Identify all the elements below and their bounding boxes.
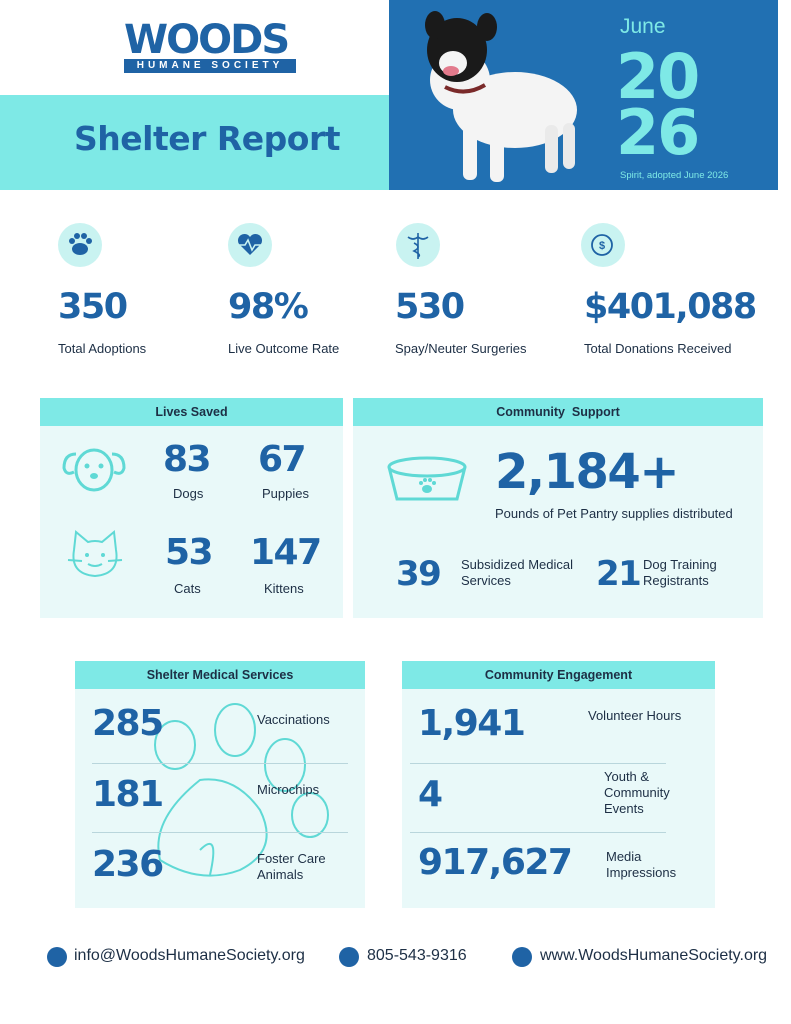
medical-panel: Shelter Medical Services [75, 661, 365, 908]
engagement-label: Volunteer Hours [588, 708, 682, 723]
medical-label: Vaccinations [257, 712, 330, 727]
engagement-label: Media Impressions [606, 849, 677, 880]
panel-title: Shelter Medical Services [75, 661, 365, 689]
stat-value: 350 [58, 287, 128, 327]
support-label: Subsidized Medical Services [461, 557, 574, 588]
svg-text:$: $ [599, 240, 605, 252]
medical-value: 285 [92, 703, 164, 744]
stat-label: Spay/Neuter Surgeries [395, 341, 527, 356]
photo-caption: Spirit, adopted June 2026 [620, 170, 729, 181]
title-band [0, 95, 390, 190]
donation-icon: $ [581, 223, 625, 267]
stat-value: 530 [395, 287, 465, 327]
phone-icon [339, 947, 359, 967]
headline-label: Pounds of Pet Pantry supplies distribute… [495, 506, 733, 521]
lives-label: Kittens [264, 581, 304, 596]
dog-icon [62, 448, 126, 492]
year-top: 20 [616, 40, 700, 113]
headline-value: 2,184+ [495, 444, 680, 500]
community-support-panel: Community Support [353, 398, 763, 618]
stat-value: $401,088 [584, 287, 757, 327]
web-icon [512, 947, 532, 967]
medical-value: 236 [92, 844, 164, 885]
medical-value: 181 [92, 774, 164, 815]
divider [410, 763, 666, 764]
medical-label: Foster Care Animals [257, 851, 326, 882]
email-icon [47, 947, 67, 967]
stat-label: Total Adoptions [58, 341, 147, 356]
year-bottom: 26 [616, 96, 700, 169]
logo-name: WOODS [124, 17, 290, 63]
engagement-value: 4 [418, 774, 443, 815]
caduceus-icon [396, 223, 440, 267]
lives-value: 83 [163, 439, 212, 480]
support-value: 39 [396, 554, 442, 594]
lives-value: 67 [258, 439, 307, 480]
email[interactable]: info@WoodsHumaneSociety.org [74, 947, 305, 964]
website[interactable]: www.WoodsHumaneSociety.org [540, 947, 768, 964]
panel-title: Community Support [353, 398, 763, 426]
logo-subtitle: HUMANE SOCIETY [124, 59, 296, 73]
bowl-icon [387, 456, 467, 501]
stat-label: Total Donations Received [584, 341, 732, 356]
heart-icon [228, 223, 272, 267]
paw-icon [58, 223, 102, 267]
lives-value: 147 [250, 532, 322, 573]
lives-label: Cats [174, 581, 201, 596]
paw-doodle [154, 703, 329, 877]
panel-title: Community Engagement [402, 661, 715, 689]
lives-label: Dogs [173, 486, 204, 501]
support-label: Dog Training Registrants [643, 557, 717, 588]
phone[interactable]: 805-543-9316 [367, 947, 467, 964]
medical-label: Microchips [257, 782, 320, 797]
engagement-label: Youth & Community Events [604, 769, 670, 816]
engagement-panel: Community Engagement [402, 661, 715, 908]
lives-value: 53 [165, 532, 214, 573]
stat-label: Live Outcome Rate [228, 341, 340, 356]
divider [410, 832, 666, 833]
engagement-value: 917,627 [418, 842, 573, 883]
cat-icon [67, 530, 123, 578]
report-title: Shelter Report [74, 119, 341, 158]
stat-value: 98% [228, 287, 309, 327]
engagement-value: 1,941 [418, 703, 526, 744]
divider [92, 832, 348, 833]
divider [92, 763, 348, 764]
support-value: 21 [596, 554, 642, 594]
panel-title: Lives Saved [40, 398, 343, 426]
month: June [620, 15, 666, 38]
dog-photo [425, 11, 577, 182]
lives-label: Puppies [262, 486, 309, 501]
lives-saved-panel: Lives Saved [40, 398, 343, 618]
